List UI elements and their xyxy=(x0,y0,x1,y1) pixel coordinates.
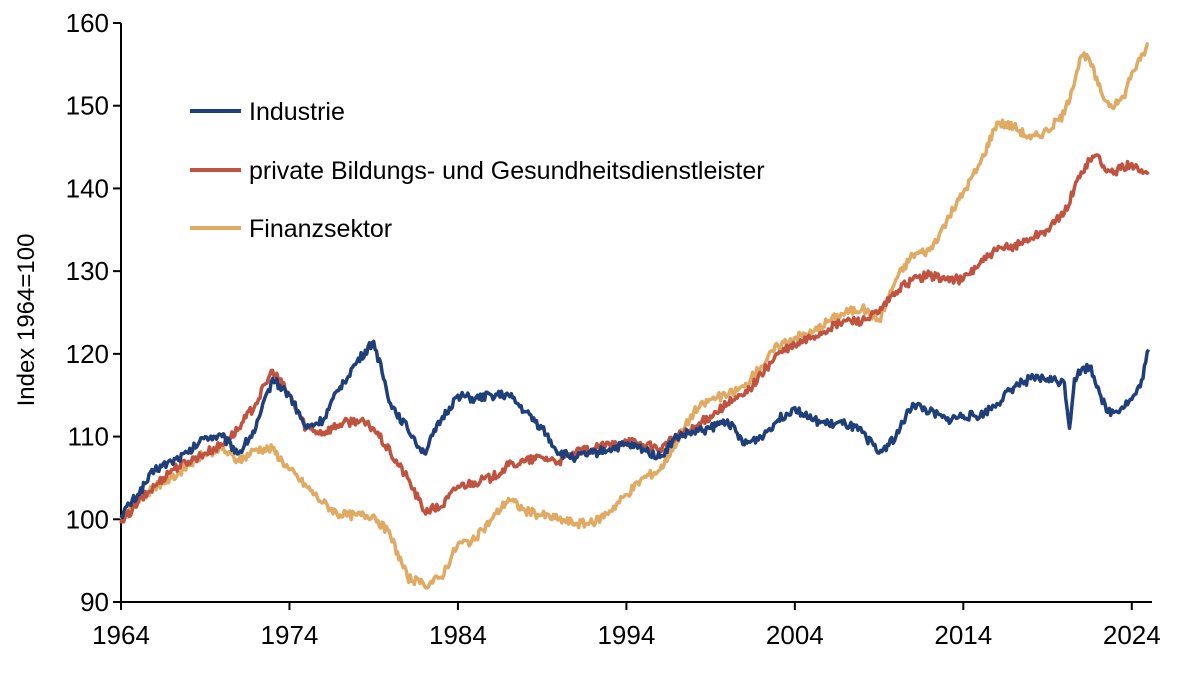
y-axis-title: Index 1964=100 xyxy=(13,234,40,407)
x-tick-label: 1994 xyxy=(597,620,655,650)
x-tick-label: 2024 xyxy=(1103,620,1161,650)
y-tick-label: 150 xyxy=(66,91,109,121)
y-tick-label: 100 xyxy=(66,504,109,534)
series-line-2 xyxy=(119,41,1149,590)
x-tick-label: 1974 xyxy=(261,620,319,650)
y-tick-label: 110 xyxy=(68,422,109,452)
y-tick-label: 90 xyxy=(80,587,109,617)
series-layer xyxy=(119,41,1151,590)
y-tick-label: 130 xyxy=(66,256,109,286)
y-ticks: 90 100 110 120 130 140 150 160 xyxy=(66,8,121,617)
series-line-0 xyxy=(119,339,1151,520)
x-tick-label: 2014 xyxy=(934,620,992,650)
y-tick-label: 160 xyxy=(66,8,109,38)
x-tick-label: 2004 xyxy=(766,620,824,650)
legend-label: private Bildungs- und Gesundheitsdienstl… xyxy=(249,157,765,185)
legend-label: Industrie xyxy=(249,98,345,126)
y-tick-label: 140 xyxy=(66,173,109,203)
x-tick-label: 1964 xyxy=(92,620,150,650)
axes xyxy=(120,23,1152,603)
legend-label: Finanzsektor xyxy=(249,215,392,243)
y-tick-label: 120 xyxy=(66,339,109,369)
x-tick-label: 1984 xyxy=(429,620,487,650)
legend: Industrie private Bildungs- und Gesundhei… xyxy=(190,98,765,243)
series-line-1 xyxy=(119,153,1150,524)
x-ticks: 1964 1974 1984 1994 2004 2014 2024 xyxy=(92,602,1161,650)
